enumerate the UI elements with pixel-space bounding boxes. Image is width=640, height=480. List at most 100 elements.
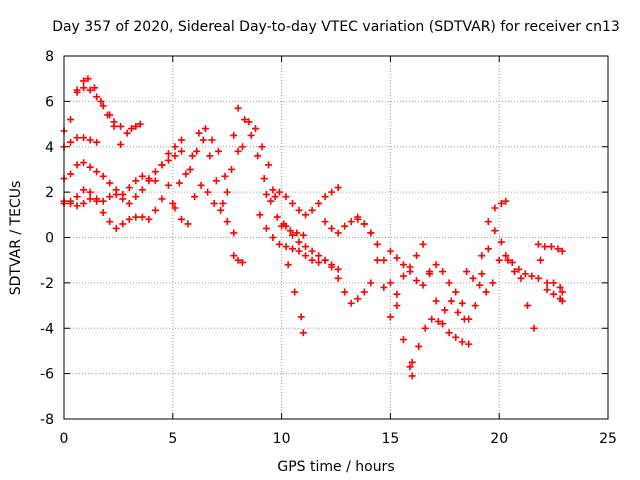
data-point-arc-m xyxy=(295,247,303,255)
data-point-arc-m xyxy=(256,211,264,219)
data-point-arc-e xyxy=(145,177,153,185)
data-point-arc-n xyxy=(321,193,329,201)
data-point-arc-t xyxy=(478,270,486,278)
data-point-arc-q xyxy=(458,299,466,307)
data-point-arc-r xyxy=(393,254,401,262)
data-point-arc-e xyxy=(151,168,159,176)
data-point-arc-q xyxy=(354,215,362,223)
data-point-arc-n xyxy=(302,211,310,219)
data-point-arc-i xyxy=(273,213,281,221)
data-point-arc-q xyxy=(452,288,460,296)
data-point-arc-b xyxy=(86,136,94,144)
data-point-arc-q xyxy=(432,261,440,269)
data-point-arc-t xyxy=(523,302,531,310)
data-point-arc-s xyxy=(408,358,416,366)
data-point-arc-t xyxy=(497,238,505,246)
data-point-arc-r xyxy=(399,261,407,269)
data-point-arc-a xyxy=(117,140,125,148)
data-point-arc-i xyxy=(219,199,227,207)
data-point-arc-i xyxy=(193,147,201,155)
data-point-arc-r xyxy=(406,263,414,271)
data-point-arc-p xyxy=(393,302,401,310)
data-point-arc-b xyxy=(67,138,75,146)
data-point-arc-k xyxy=(284,261,292,269)
data-point-arc-l xyxy=(234,256,242,264)
data-point-arc-h xyxy=(175,179,183,187)
data-point-arc-i xyxy=(247,131,255,139)
data-point-arc-m xyxy=(334,265,342,273)
data-point-arc-v xyxy=(495,256,503,264)
data-point-arc-o xyxy=(334,274,342,282)
x-tick-label: 5 xyxy=(168,431,177,447)
data-point-arc-n xyxy=(282,193,290,201)
data-point-arc-i xyxy=(212,177,220,185)
data-point-arc-i xyxy=(267,197,275,205)
plot-frame xyxy=(63,55,609,420)
data-point-arc-e xyxy=(119,195,127,203)
data-point-arc-o xyxy=(321,256,329,264)
data-point-arc-i xyxy=(293,229,301,237)
data-point-arc-p xyxy=(347,218,355,226)
data-point-arc-p xyxy=(341,222,349,230)
data-point-arc-p xyxy=(328,224,336,232)
data-point-arc-a xyxy=(84,75,92,83)
data-points xyxy=(60,75,566,380)
data-point-arc-n xyxy=(315,199,323,207)
data-point-arc-o xyxy=(328,263,336,271)
y-axis-label: SDTVAR / TECUs xyxy=(8,181,24,296)
data-point-arc-n xyxy=(262,190,270,198)
data-point-arc-a xyxy=(97,97,105,105)
data-point-arc-q xyxy=(445,279,453,287)
data-point-arc-g xyxy=(171,204,179,212)
data-point-arc-m xyxy=(315,258,323,266)
data-point-arc-g xyxy=(164,181,172,189)
data-point-arc-n xyxy=(288,199,296,207)
data-point-arc-o xyxy=(360,288,368,296)
data-point-arc-s xyxy=(421,324,429,332)
data-point-arc-c xyxy=(73,88,81,96)
data-point-arc-e xyxy=(171,152,179,160)
data-point-arc-e xyxy=(125,199,133,207)
data-point-arc-o xyxy=(354,295,362,303)
data-point-arc-e xyxy=(80,186,88,194)
y-tick-label: -4 xyxy=(40,321,54,337)
grid-lines xyxy=(64,56,608,419)
data-point-arc-k xyxy=(291,288,299,296)
data-point-arc-e xyxy=(138,186,146,194)
data-point-arc-o xyxy=(302,243,310,251)
data-point-arc-m xyxy=(288,245,296,253)
data-point-arc-g xyxy=(99,209,107,217)
data-point-arc-c xyxy=(132,122,140,130)
data-point-arc-t xyxy=(504,256,512,264)
data-point-arc-u xyxy=(502,197,510,205)
data-point-arc-v xyxy=(515,265,523,273)
data-point-arc-e xyxy=(106,193,114,201)
data-point-arc-r xyxy=(426,268,434,276)
data-point-arc-i xyxy=(234,104,242,112)
data-point-arc-n xyxy=(275,188,283,196)
data-point-arc-o xyxy=(341,288,349,296)
data-point-arc-m xyxy=(262,224,270,232)
data-point-arc-v xyxy=(476,281,484,289)
data-point-arc-h xyxy=(208,136,216,144)
x-tick-label: 0 xyxy=(60,431,69,447)
data-point-arc-h xyxy=(169,199,177,207)
data-point-arc-t xyxy=(484,245,492,253)
data-point-arc-k xyxy=(297,313,305,321)
data-point-arc-w xyxy=(537,256,545,264)
data-point-arc-g xyxy=(151,206,159,214)
data-point-arc-r xyxy=(452,333,460,341)
tick-labels: 0 5 10 15 20 25 -8 -6 -4 -2 0 2 4 6 8 xyxy=(40,49,617,447)
data-point-arc-d xyxy=(99,172,107,180)
data-point-arc-d xyxy=(132,177,140,185)
data-point-arc-e xyxy=(164,156,172,164)
chart-title: Day 357 of 2020, Sidereal Day-to-day VTE… xyxy=(52,19,620,35)
data-point-arc-k xyxy=(299,329,307,337)
data-point-arc-m xyxy=(269,234,277,241)
data-point-arc-c xyxy=(93,93,101,101)
data-point-arc-i xyxy=(223,188,231,196)
data-point-arc-d xyxy=(171,143,179,151)
data-point-arc-i xyxy=(254,152,262,160)
data-point-arc-h xyxy=(182,170,190,178)
